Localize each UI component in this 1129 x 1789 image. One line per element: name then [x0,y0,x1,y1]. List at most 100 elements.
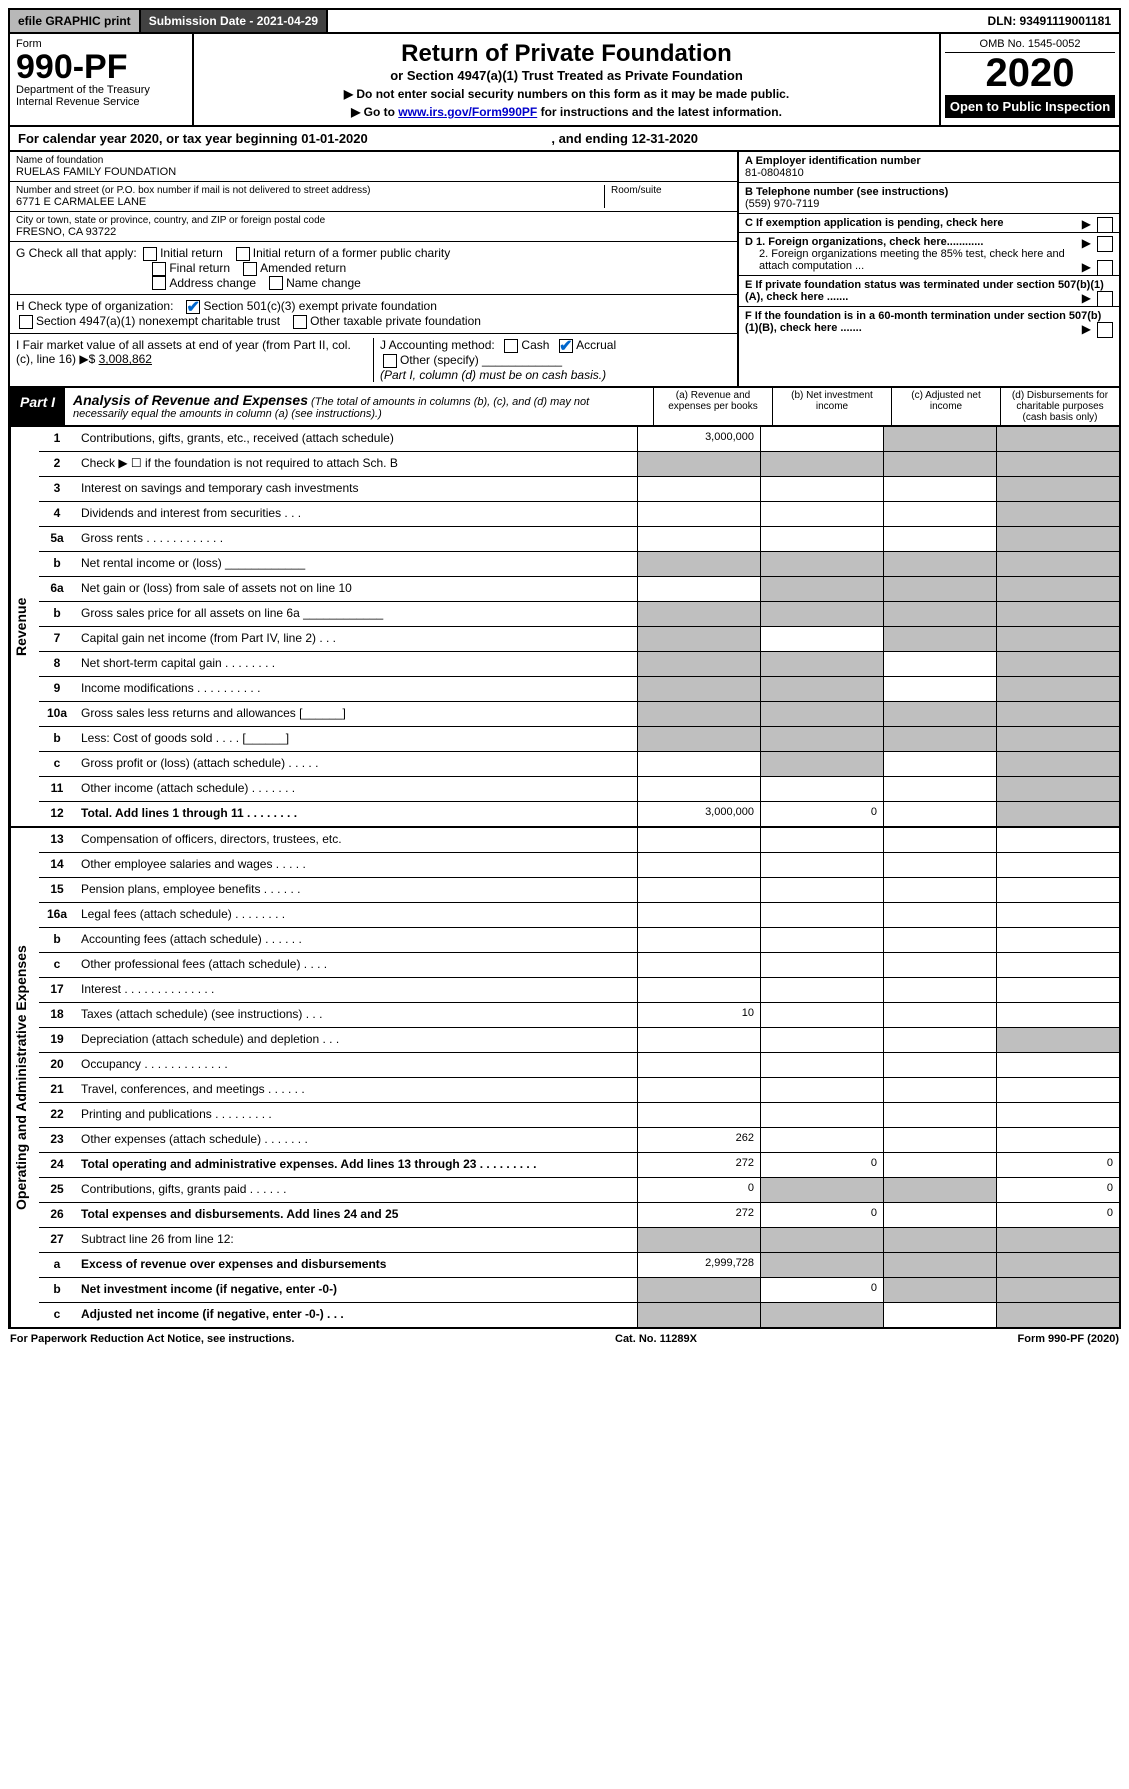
cb-name-change[interactable] [269,276,283,290]
value-cell [883,1028,996,1052]
line-desc: Taxes (attach schedule) (see instruction… [75,1003,637,1027]
irs-link[interactable]: www.irs.gov/Form990PF [398,105,537,119]
value-cell [996,652,1119,676]
column-headers: (a) Revenue and expenses per books (b) N… [653,388,1119,425]
cb-4947[interactable] [19,315,33,329]
cb-initial-public[interactable] [236,247,250,261]
value-cell [883,978,996,1002]
j-block: J Accounting method: Cash Accrual Other … [374,338,731,382]
cb-initial[interactable] [143,247,157,261]
value-cell [996,928,1119,952]
line-desc: Contributions, gifts, grants, etc., rece… [75,427,637,451]
value-cell [637,1228,760,1252]
value-cell [883,1228,996,1252]
line-number: 1 [39,427,75,451]
value-cell [760,1178,883,1202]
line-number: 4 [39,502,75,526]
value-cell [637,1303,760,1327]
revenue-body: 1Contributions, gifts, grants, etc., rec… [39,427,1119,826]
cb-501c3[interactable] [186,300,200,314]
value-cell [637,477,760,501]
value-cell [883,1303,996,1327]
table-row: 21Travel, conferences, and meetings . . … [39,1078,1119,1103]
line-number: b [39,602,75,626]
street-address: 6771 E CARMALEE LANE [16,196,604,208]
opt-initial: Initial return [160,246,223,260]
value-cell [637,702,760,726]
cb-d1[interactable] [1097,236,1113,252]
opt-name-change: Name change [286,276,361,290]
value-cell [883,1178,996,1202]
col-b-hdr: (b) Net investment income [772,388,891,425]
tel-value: (559) 970-7119 [745,198,1113,210]
cb-c[interactable] [1097,217,1113,233]
i-block: I Fair market value of all assets at end… [16,338,374,382]
cb-d2[interactable] [1097,260,1113,276]
value-cell [760,1053,883,1077]
line-number: 16a [39,903,75,927]
table-row: 5aGross rents . . . . . . . . . . . . [39,527,1119,552]
cb-final[interactable] [152,262,166,276]
value-cell [760,752,883,776]
form-header: Form 990-PF Department of the Treasury I… [8,34,1121,127]
cb-e[interactable] [1097,291,1113,307]
value-cell [883,552,996,576]
city-cell: City or town, state or province, country… [10,212,737,242]
line-desc: Compensation of officers, directors, tru… [75,828,637,852]
value-cell [637,928,760,952]
value-cell [760,1078,883,1102]
value-cell [996,602,1119,626]
col-c-hdr: (c) Adjusted net income [891,388,1000,425]
line-number: 20 [39,1053,75,1077]
line-desc: Net investment income (if negative, ente… [75,1278,637,1302]
table-row: 27Subtract line 26 from line 12: [39,1228,1119,1253]
line-number: 22 [39,1103,75,1127]
line-number: 10a [39,702,75,726]
value-cell [996,702,1119,726]
cb-addr-change[interactable] [152,276,166,290]
line-number: b [39,552,75,576]
table-row: 26Total expenses and disbursements. Add … [39,1203,1119,1228]
cb-other-method[interactable] [383,354,397,368]
value-cell: 0 [760,802,883,826]
opt-other-method: Other (specify) [400,353,479,367]
efile-label[interactable]: efile GRAPHIC print [10,10,141,32]
line-number: 15 [39,878,75,902]
table-row: bGross sales price for all assets on lin… [39,602,1119,627]
line-number: 23 [39,1128,75,1152]
cb-other-tax[interactable] [293,315,307,329]
value-cell [883,502,996,526]
value-cell [996,1303,1119,1327]
value-cell: 272 [637,1153,760,1177]
part1-title: Analysis of Revenue and Expenses [73,392,308,408]
cb-f[interactable] [1097,322,1113,338]
line-number: 2 [39,452,75,476]
submission-date: Submission Date - 2021-04-29 [141,10,328,32]
table-row: 11Other income (attach schedule) . . . .… [39,777,1119,802]
year-block: OMB No. 1545-0052 2020 Open to Public In… [941,34,1119,125]
value-cell [883,452,996,476]
cb-accrual[interactable] [559,339,573,353]
cb-cash[interactable] [504,339,518,353]
c-label: C If exemption application is pending, c… [745,217,1004,229]
value-cell [760,552,883,576]
info-left: Name of foundation RUELAS FAMILY FOUNDAT… [10,152,737,386]
value-cell [637,527,760,551]
line-desc: Net gain or (loss) from sale of assets n… [75,577,637,601]
cb-amended[interactable] [243,262,257,276]
table-row: bLess: Cost of goods sold . . . . [_____… [39,727,1119,752]
name-label: Name of foundation [16,155,731,166]
line-desc: Income modifications . . . . . . . . . . [75,677,637,701]
form-title: Return of Private Foundation [200,40,933,68]
value-cell [996,777,1119,801]
line-number: b [39,1278,75,1302]
value-cell [637,602,760,626]
form-subtitle: or Section 4947(a)(1) Trust Treated as P… [200,68,933,83]
line-number: c [39,953,75,977]
value-cell [883,777,996,801]
value-cell [883,702,996,726]
table-row: 10aGross sales less returns and allowanc… [39,702,1119,727]
form-note1: ▶ Do not enter social security numbers o… [200,87,933,101]
footer-right: Form 990-PF (2020) [1018,1333,1119,1345]
part1-header: Part I Analysis of Revenue and Expenses … [8,388,1121,427]
